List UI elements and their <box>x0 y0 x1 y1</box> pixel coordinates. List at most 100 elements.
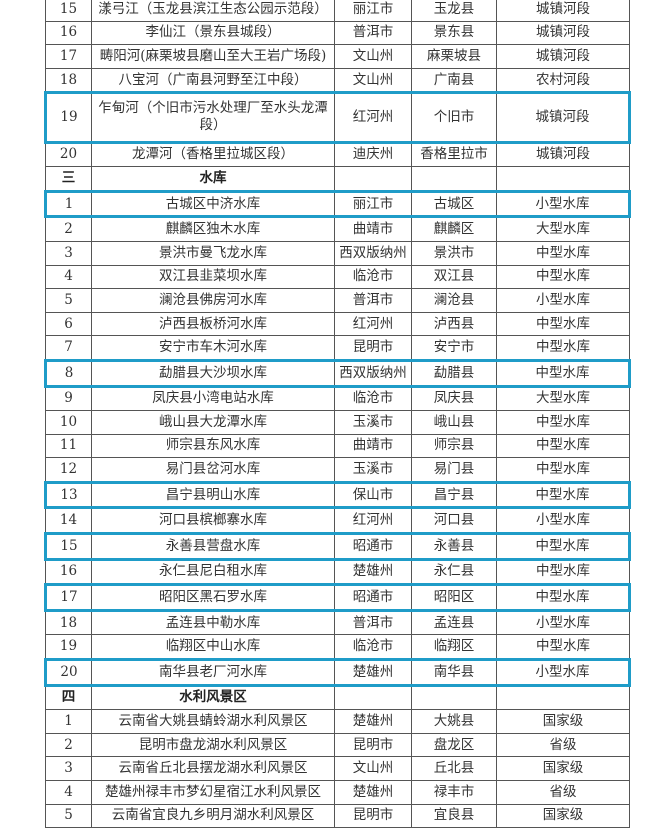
county-cell: 禄丰市 <box>411 780 497 805</box>
city-cell: 迪庆州 <box>334 141 412 168</box>
table-row: 16 李仙江（景东县城段） 普洱市 景东县 城镇河段 <box>45 20 630 46</box>
city-cell: 楚雄州 <box>334 780 412 805</box>
row-number: 9 <box>45 385 92 412</box>
county-cell: 双江县 <box>411 264 497 290</box>
section-header-row: 三水库 <box>45 166 630 192</box>
row-number: 20 <box>44 658 92 687</box>
highlighted-table-row: 8 勐腊县大沙坝水库 西双版纳州 勐腊县 中型水库 <box>44 358 631 388</box>
row-number: 三 <box>45 166 92 192</box>
highlighted-table-row: 17 昭阳区黑石罗水库 昭通市 昭阳区 中型水库 <box>44 583 631 612</box>
city-cell: 红河州 <box>334 507 412 535</box>
type-cell: 国家级 <box>496 803 630 828</box>
city-cell: 楚雄州 <box>334 558 412 586</box>
city-cell: 普洱市 <box>334 20 412 46</box>
item-name: 古城区中济水库 <box>91 189 335 219</box>
county-cell: 丘北县 <box>411 756 497 781</box>
city-cell <box>334 166 412 192</box>
county-cell: 凤庆县 <box>411 385 497 412</box>
item-name: 李仙江（景东县城段） <box>91 20 335 46</box>
city-cell: 丽江市 <box>334 0 412 22</box>
highlighted-table-row: 19 乍甸河（个旧市污水处理厂至水头龙潭段） 红河州 个旧市 城镇河段 <box>44 91 631 144</box>
type-cell <box>496 166 630 192</box>
row-number: 17 <box>45 44 92 69</box>
table-row: 16 永仁县尼白租水库 楚雄州 永仁县 中型水库 <box>45 558 630 586</box>
county-cell: 南华县 <box>411 658 497 687</box>
type-cell: 小型水库 <box>496 507 630 535</box>
row-number: 20 <box>45 141 92 168</box>
item-name: 水库 <box>91 166 335 192</box>
highlighted-table-row: 20 南华县老厂河水库 楚雄州 南华县 小型水库 <box>44 658 631 687</box>
row-number: 14 <box>45 507 92 535</box>
type-cell: 城镇河段 <box>496 91 631 144</box>
row-number: 1 <box>44 189 92 219</box>
row-number: 11 <box>45 433 92 459</box>
city-cell: 红河州 <box>334 91 412 144</box>
county-cell <box>411 684 497 711</box>
item-name: 乍甸河（个旧市污水处理厂至水头龙潭段） <box>91 91 335 144</box>
type-cell: 城镇河段 <box>496 0 630 22</box>
item-name: 楚雄州禄丰市梦幻星宿江水利风景区 <box>91 780 335 805</box>
row-number: 7 <box>45 335 92 361</box>
county-cell: 古城区 <box>411 189 497 219</box>
table-row: 2 昆明市盘龙湖水利风景区 昆明市 盘龙区 省级 <box>45 732 630 758</box>
type-cell: 国家级 <box>496 756 630 781</box>
county-cell: 盘龙区 <box>411 732 497 758</box>
highlighted-table-row: 15 永善县营盘水库 昭通市 永善县 中型水库 <box>44 532 631 561</box>
type-cell: 小型水库 <box>496 189 631 219</box>
item-name: 漾弓江（玉龙县滨江生态公园示范段） <box>91 0 335 22</box>
item-name: 南华县老厂河水库 <box>91 658 335 687</box>
type-cell: 中型水库 <box>496 457 630 483</box>
item-name: 龙潭河（香格里拉城区段） <box>91 141 335 168</box>
county-cell: 澜沧县 <box>411 288 497 313</box>
type-cell <box>496 684 630 711</box>
type-cell: 中型水库 <box>496 480 631 510</box>
row-number: 2 <box>45 216 92 242</box>
highlighted-table-row: 13 昌宁县明山水库 保山市 昌宁县 中型水库 <box>44 480 631 510</box>
county-cell: 昭阳区 <box>411 583 497 612</box>
city-cell: 文山州 <box>334 67 412 94</box>
item-name: 昭阳区黑石罗水库 <box>91 583 335 612</box>
type-cell: 大型水库 <box>496 385 630 412</box>
type-cell: 中型水库 <box>496 634 630 661</box>
item-name: 八宝河（广南县河野至江中段） <box>91 67 335 94</box>
item-name: 师宗县东风水库 <box>91 433 335 459</box>
type-cell: 城镇河段 <box>496 44 630 69</box>
item-name: 昆明市盘龙湖水利风景区 <box>91 732 335 758</box>
table-row: 18 孟连县中勒水库 普洱市 孟连县 小型水库 <box>45 609 630 636</box>
item-name: 易门县岔河水库 <box>91 457 335 483</box>
city-cell: 西双版纳州 <box>334 240 412 266</box>
table-row: 12 易门县岔河水库 玉溪市 易门县 中型水库 <box>45 457 630 483</box>
type-cell: 中型水库 <box>496 532 631 561</box>
document-page: 15 漾弓江（玉龙县滨江生态公园示范段） 丽江市 玉龙县 城镇河段 16 李仙江（景东县城段… <box>44 0 631 828</box>
table-row: 19 临翔区中山水库 临沧市 临翔区 中型水库 <box>45 634 630 661</box>
county-cell: 孟连县 <box>411 609 497 636</box>
row-number: 8 <box>44 358 92 388</box>
row-number: 10 <box>45 410 92 435</box>
city-cell: 玉溪市 <box>334 457 412 483</box>
table-row: 14 河口县槟榔寨水库 红河州 河口县 小型水库 <box>45 507 630 535</box>
county-cell: 香格里拉市 <box>411 141 497 168</box>
county-cell <box>411 166 497 192</box>
type-cell: 小型水库 <box>496 658 631 687</box>
type-cell: 省级 <box>496 780 630 805</box>
table-row: 1 云南省大姚县蜻蛉湖水利风景区 楚雄州 大姚县 国家级 <box>45 709 630 734</box>
row-number: 4 <box>45 780 92 805</box>
city-cell: 西双版纳州 <box>334 358 412 388</box>
city-cell: 丽江市 <box>334 189 412 219</box>
item-name: 泸西县板桥河水库 <box>91 311 335 337</box>
table-row: 10 峨山县大龙潭水库 玉溪市 峨山县 中型水库 <box>45 410 630 435</box>
city-cell: 临沧市 <box>334 634 412 661</box>
county-cell: 昌宁县 <box>411 480 497 510</box>
item-name: 澜沧县佛房河水库 <box>91 288 335 313</box>
row-number: 5 <box>45 288 92 313</box>
city-cell: 普洱市 <box>334 288 412 313</box>
county-cell: 宜良县 <box>411 803 497 828</box>
section-header-row: 四水利风景区 <box>45 684 630 711</box>
row-number: 4 <box>45 264 92 290</box>
county-cell: 安宁市 <box>411 335 497 361</box>
item-name: 永仁县尼白租水库 <box>91 558 335 586</box>
item-name: 双江县韭菜坝水库 <box>91 264 335 290</box>
county-cell: 景洪市 <box>411 240 497 266</box>
city-cell: 临沧市 <box>334 385 412 412</box>
county-cell: 峨山县 <box>411 410 497 435</box>
